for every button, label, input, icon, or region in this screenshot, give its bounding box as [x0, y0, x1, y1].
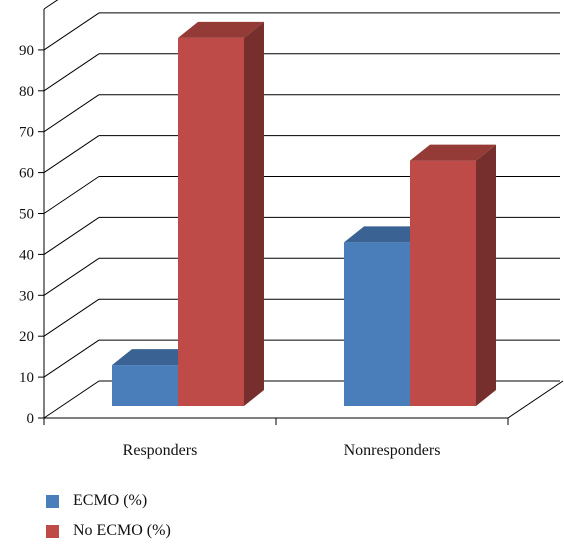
gridline-diagonal: [43, 298, 100, 337]
x-tick-label: Responders: [123, 442, 198, 459]
legend-label-no-ecmo: No ECMO (%): [73, 522, 171, 539]
legend-item-no-ecmo: No ECMO (%): [46, 516, 171, 546]
legend-label-ecmo: ECMO (%): [73, 492, 148, 509]
legend-swatch-no-ecmo: [46, 524, 59, 538]
bar-top: [410, 144, 496, 161]
bar-top: [112, 349, 198, 366]
y-tick-label: 40: [19, 247, 34, 263]
y-tick-label: 10: [19, 370, 34, 386]
x-tick-label: Nonresponders: [344, 442, 441, 459]
legend-item-ecmo: ECMO (%): [46, 486, 171, 516]
bar-ecmo-nonresponders: [344, 242, 410, 406]
bar-side: [244, 21, 264, 407]
y-tick-label: 80: [19, 84, 34, 100]
gridline-diagonal: [43, 53, 100, 92]
legend: ECMO (%) No ECMO (%): [46, 486, 171, 546]
y-tick-label: 50: [19, 207, 34, 223]
bar-top: [178, 21, 264, 38]
legend-swatch-ecmo: [46, 494, 59, 508]
gridline-diagonal: [43, 135, 100, 174]
bar-ecmo-responders: [112, 365, 178, 406]
gridline-diagonal: [43, 12, 100, 51]
bar-no-ecmo-nonresponders: [410, 160, 476, 406]
bar-chart: 0 10 20 30 40 50 60 70 80 90 Responders Nonresponde…: [19, 0, 564, 459]
y-tick-label: 90: [19, 43, 34, 59]
gridline-diagonal: [43, 257, 100, 296]
bar-top: [344, 226, 430, 243]
y-tick-label: 60: [19, 166, 34, 182]
floor-edge: [507, 380, 564, 419]
y-tick-label: 0: [27, 411, 35, 427]
gridline-diagonal: [43, 176, 100, 214]
gridline-diagonal: [43, 339, 100, 378]
y-tick-label: 30: [19, 288, 34, 304]
gridline-diagonal: [43, 380, 100, 419]
gridline-diagonal: [43, 94, 100, 133]
bar-no-ecmo-responders: [178, 37, 244, 407]
gridline-diagonal: [43, 0, 59, 10]
y-tick-label: 20: [19, 329, 34, 345]
bar-side: [476, 144, 496, 406]
y-tick-label: 70: [19, 125, 34, 141]
gridline-diagonal: [43, 216, 100, 255]
